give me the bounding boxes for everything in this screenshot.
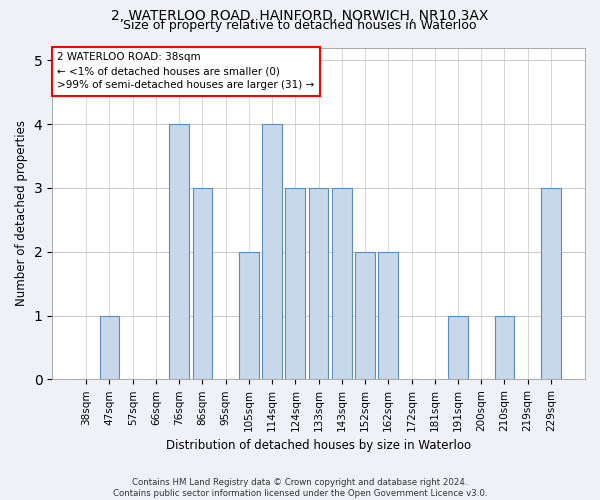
Bar (355, 252, 375, 380)
Text: Contains HM Land Registry data © Crown copyright and database right 2024.
Contai: Contains HM Land Registry data © Crown c… (113, 478, 487, 498)
Bar (541, 188, 561, 380)
Bar (309, 188, 328, 380)
Bar (262, 124, 282, 380)
Bar (286, 188, 305, 380)
Bar (193, 188, 212, 380)
Bar (169, 124, 189, 380)
Bar (332, 188, 352, 380)
Bar (239, 252, 259, 380)
Text: 2, WATERLOO ROAD, HAINFORD, NORWICH, NR10 3AX: 2, WATERLOO ROAD, HAINFORD, NORWICH, NR1… (112, 9, 488, 23)
Text: Size of property relative to detached houses in Waterloo: Size of property relative to detached ho… (123, 19, 477, 32)
Bar (379, 252, 398, 380)
Bar (100, 316, 119, 380)
X-axis label: Distribution of detached houses by size in Waterloo: Distribution of detached houses by size … (166, 440, 471, 452)
Bar (448, 316, 468, 380)
Y-axis label: Number of detached properties: Number of detached properties (15, 120, 28, 306)
Text: 2 WATERLOO ROAD: 38sqm
← <1% of detached houses are smaller (0)
>99% of semi-det: 2 WATERLOO ROAD: 38sqm ← <1% of detached… (58, 52, 315, 90)
Bar (494, 316, 514, 380)
